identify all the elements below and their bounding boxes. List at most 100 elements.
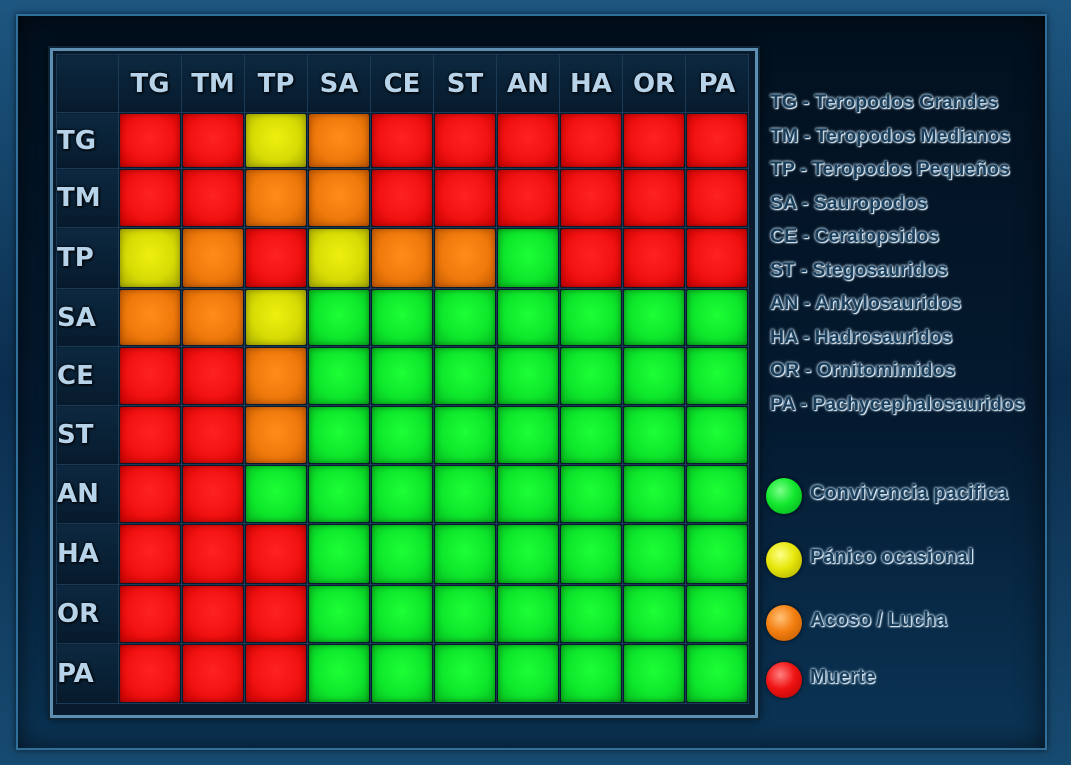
matrix-cell-tg-tm — [181, 112, 245, 169]
cell-color-tile — [120, 407, 180, 463]
column-header-ha: HA — [559, 54, 623, 113]
matrix-cell-ha-ce — [370, 523, 434, 585]
matrix-cell-an-tp — [244, 464, 308, 524]
matrix-cell-tm-sa — [307, 168, 371, 228]
cell-color-tile — [624, 229, 684, 287]
matrix-cell-sa-st — [433, 288, 497, 347]
row-header-sa: SA — [56, 288, 119, 347]
legend-item-yellow: Pánico ocasional — [766, 540, 1056, 580]
matrix-cell-tm-ha — [559, 168, 623, 228]
matrix-cell-an-ce — [370, 464, 434, 524]
matrix-row-an: AN — [56, 464, 749, 524]
matrix-cell-tp-ce — [370, 227, 434, 289]
cell-color-tile — [435, 114, 495, 167]
cell-color-tile — [561, 114, 621, 167]
matrix-cell-ha-tp — [244, 523, 308, 585]
cell-color-tile — [687, 170, 747, 226]
matrix-cell-st-ce — [370, 405, 434, 465]
cell-color-tile — [120, 114, 180, 167]
cell-color-tile — [246, 407, 306, 463]
cell-color-tile — [561, 525, 621, 583]
matrix-cell-or-or — [622, 584, 686, 644]
cell-color-tile — [498, 348, 558, 404]
matrix-cell-st-st — [433, 405, 497, 465]
matrix-cell-ce-tg — [118, 346, 182, 406]
matrix-table: TG TM TP SA CE ST AN HA OR PA TG TM TP SA CE ST AN HA OR PA — [56, 54, 749, 704]
matrix-cell-tg-pa — [685, 112, 749, 169]
matrix-cell-an-pa — [685, 464, 749, 524]
matrix-cell-tg-tp — [244, 112, 308, 169]
matrix-cell-an-tg — [118, 464, 182, 524]
cell-color-tile — [498, 170, 558, 226]
legend-label: Convivencia pacifica — [810, 482, 1008, 504]
cell-color-tile — [687, 229, 747, 287]
matrix-cell-st-an — [496, 405, 560, 465]
cell-color-tile — [498, 229, 558, 287]
matrix-cell-or-pa — [685, 584, 749, 644]
matrix-cell-st-ha — [559, 405, 623, 465]
cell-color-tile — [498, 407, 558, 463]
matrix-cell-tp-pa — [685, 227, 749, 289]
matrix-cell-pa-st — [433, 643, 497, 704]
cell-color-tile — [309, 407, 369, 463]
cell-color-tile — [183, 114, 243, 167]
matrix-cell-or-tg — [118, 584, 182, 644]
cell-color-tile — [309, 290, 369, 345]
column-header-tm: TM — [181, 54, 245, 113]
matrix-cell-or-an — [496, 584, 560, 644]
cell-color-tile — [498, 645, 558, 702]
cell-color-tile — [372, 114, 432, 167]
cell-color-tile — [309, 229, 369, 287]
row-header-tp: TP — [56, 227, 119, 289]
matrix-cell-sa-or — [622, 288, 686, 347]
cell-color-tile — [120, 586, 180, 642]
matrix-cell-pa-or — [622, 643, 686, 704]
cell-color-tile — [183, 645, 243, 702]
cell-color-tile — [624, 645, 684, 702]
cell-color-tile — [309, 525, 369, 583]
matrix-cell-an-ha — [559, 464, 623, 524]
cell-color-tile — [561, 170, 621, 226]
matrix-cell-or-sa — [307, 584, 371, 644]
matrix-row-ce: CE — [56, 346, 749, 406]
row-header-pa: PA — [56, 643, 119, 704]
cell-color-tile — [372, 586, 432, 642]
matrix-cell-st-tp — [244, 405, 308, 465]
matrix-cell-ce-tm — [181, 346, 245, 406]
matrix-cell-ce-pa — [685, 346, 749, 406]
matrix-cell-an-st — [433, 464, 497, 524]
cell-color-tile — [246, 525, 306, 583]
abbreviation-item: ST - Stegosauridos — [770, 258, 948, 281]
matrix-row-or: OR — [56, 584, 749, 644]
cell-color-tile — [687, 348, 747, 404]
cell-color-tile — [435, 466, 495, 522]
matrix-cell-an-sa — [307, 464, 371, 524]
cell-color-tile — [561, 407, 621, 463]
legend-item-green: Convivencia pacifica — [766, 476, 1056, 516]
cell-color-tile — [687, 114, 747, 167]
cell-color-tile — [687, 645, 747, 702]
abbreviation-item: TM - Teropodos Medianos — [770, 124, 1011, 147]
matrix-cell-tm-tp — [244, 168, 308, 228]
matrix-cell-tm-ce — [370, 168, 434, 228]
matrix-cell-ce-st — [433, 346, 497, 406]
matrix-cell-tp-sa — [307, 227, 371, 289]
cell-color-tile — [687, 586, 747, 642]
matrix-cell-tm-or — [622, 168, 686, 228]
matrix-cell-tg-or — [622, 112, 686, 169]
abbreviation-item: OR - Ornitomimidos — [770, 359, 956, 381]
cell-color-tile — [246, 645, 306, 702]
matrix-cell-tp-or — [622, 227, 686, 289]
matrix-cell-sa-tp — [244, 288, 308, 347]
abbreviation-item: TP - Teropodos Pequeños — [770, 158, 1010, 180]
matrix-cell-ha-sa — [307, 523, 371, 585]
cell-color-tile — [372, 229, 432, 287]
matrix-cell-ha-or — [622, 523, 686, 585]
cell-color-tile — [183, 586, 243, 642]
column-header-st: ST — [433, 54, 497, 113]
cell-color-tile — [246, 114, 306, 167]
cell-color-tile — [624, 586, 684, 642]
matrix-cell-tp-ha — [559, 227, 623, 289]
matrix-cell-tm-an — [496, 168, 560, 228]
cell-color-tile — [687, 466, 747, 522]
